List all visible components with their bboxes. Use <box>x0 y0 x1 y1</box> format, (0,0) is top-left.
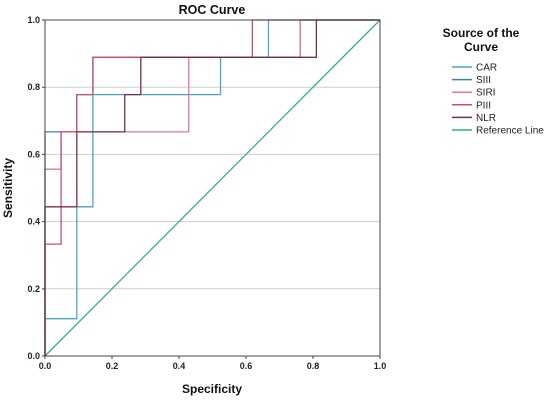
y-tick-label: 0.0 <box>27 351 40 361</box>
legend-title-line: Source of the <box>443 26 520 40</box>
series-line-piii <box>44 19 380 356</box>
x-axis-ticks: 0.0 0.2 0.4 0.6 0.8 1.0 <box>39 356 387 371</box>
x-tick-label: 0.8 <box>307 361 320 371</box>
legend-label-siii: SIII <box>476 75 491 86</box>
x-tick-label: 1.0 <box>374 361 387 371</box>
y-axis-title: Sensitivity <box>1 158 15 218</box>
series-line-reference-line <box>44 19 381 357</box>
y-tick-label: 1.0 <box>27 15 40 25</box>
y-tick-label: 0.2 <box>27 284 40 294</box>
series-line-nlr <box>44 19 380 356</box>
legend-label-reference-line: Reference Line <box>476 126 544 137</box>
plot-frame <box>44 19 381 357</box>
legend-label-piii: PIII <box>476 100 491 111</box>
legend-label-nlr: NLR <box>476 113 496 124</box>
legend-label-siri: SIRI <box>476 88 495 99</box>
x-tick-label: 0.4 <box>173 361 186 371</box>
x-tick-label: 0.0 <box>39 361 52 371</box>
x-tick-label: 0.2 <box>106 361 119 371</box>
gridlines <box>45 86 380 290</box>
y-axis-ticks: 0.0 0.2 0.4 0.6 0.8 1.0 <box>27 15 45 361</box>
x-tick-label: 0.6 <box>240 361 253 371</box>
x-axis-title: Specificity <box>182 382 242 396</box>
y-tick-label: 0.6 <box>27 149 40 159</box>
y-tick-label: 0.8 <box>27 82 40 92</box>
series-layer <box>44 19 381 357</box>
y-tick-label: 0.4 <box>27 217 40 227</box>
legend-title-line: Curve <box>464 40 498 54</box>
chart-title: ROC Curve <box>179 3 246 17</box>
series-line-siri <box>44 19 380 356</box>
legend-label-car: CAR <box>476 63 497 74</box>
